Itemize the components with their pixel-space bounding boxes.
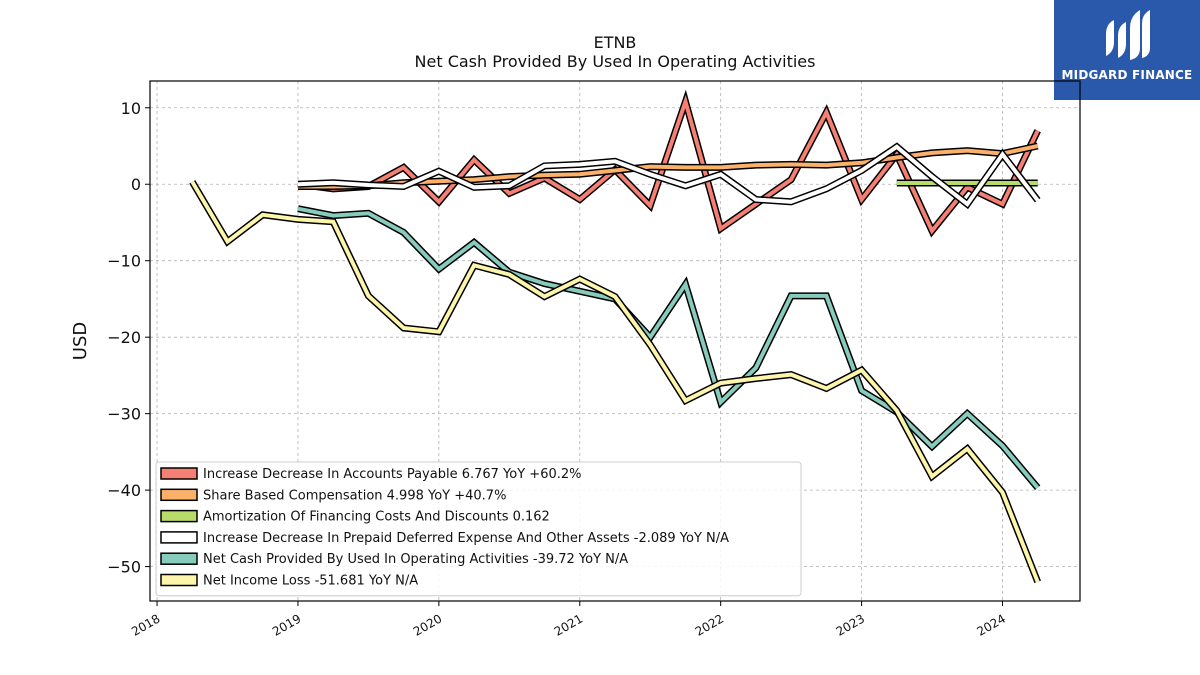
y-tick-label: −30 bbox=[107, 405, 141, 424]
series-line-4 bbox=[297, 206, 1040, 490]
logo-text: MIDGARD FINANCE bbox=[1061, 68, 1193, 82]
x-tick-label: 2020 bbox=[411, 611, 444, 638]
legend-swatch bbox=[160, 467, 198, 480]
legend-swatch bbox=[160, 573, 198, 587]
legend-label: Increase Decrease In Prepaid Deferred Ex… bbox=[203, 531, 729, 546]
series-line-5 bbox=[190, 180, 1040, 583]
y-tick-label: −10 bbox=[107, 252, 141, 271]
x-tick-label: 2023 bbox=[834, 611, 867, 638]
legend-swatch bbox=[160, 488, 198, 502]
y-tick-label: −40 bbox=[107, 481, 141, 500]
y-axis-label: USD bbox=[70, 322, 91, 360]
legend-label: Net Income Loss -51.681 YoY N/A bbox=[203, 574, 418, 589]
x-tick-label: 2021 bbox=[552, 611, 585, 638]
series-line-3 bbox=[297, 144, 1040, 207]
midgard-finance-logo: MIDGARD FINANCE bbox=[1054, 0, 1200, 100]
legend-swatch bbox=[160, 531, 198, 544]
legend-box bbox=[155, 461, 802, 597]
x-tick-label: 2018 bbox=[129, 611, 162, 638]
legend-label: Net Cash Provided By Used In Operating A… bbox=[203, 552, 628, 567]
x-tick-label: 2024 bbox=[975, 611, 1008, 638]
x-tick-label: 2022 bbox=[693, 611, 726, 638]
y-tick-label: 10 bbox=[121, 99, 141, 118]
legend-label: Increase Decrease In Accounts Payable 6.… bbox=[203, 467, 582, 482]
legend-swatch bbox=[160, 509, 198, 523]
legend-swatch bbox=[160, 552, 198, 565]
logo-mark-icon bbox=[1106, 10, 1150, 60]
chart-title: ETNB bbox=[593, 33, 637, 52]
plot-frame bbox=[149, 80, 1081, 602]
legend-label: Share Based Compensation 4.998 YoY +40.7… bbox=[203, 488, 506, 503]
y-tick-label: 0 bbox=[131, 175, 141, 194]
chart-subtitle: Net Cash Provided By Used In Operating A… bbox=[414, 52, 816, 71]
series-outline-4 bbox=[297, 205, 1041, 491]
y-tick-label: −50 bbox=[107, 558, 141, 577]
y-tick-label: −20 bbox=[107, 328, 141, 347]
legend-label: Amortization Of Financing Costs And Disc… bbox=[203, 510, 550, 525]
x-tick-label: 2019 bbox=[270, 611, 303, 638]
